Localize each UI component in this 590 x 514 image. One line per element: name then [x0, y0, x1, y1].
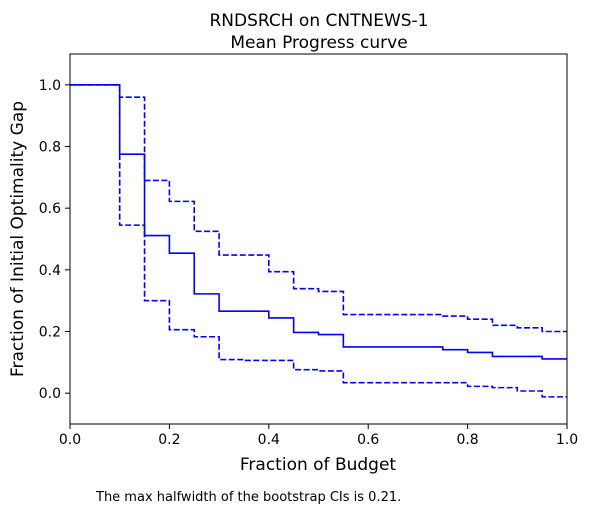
x-tick-label: 0.0 [59, 432, 81, 448]
x-axis-label: Fraction of Budget [240, 455, 397, 475]
series-layer [70, 84, 567, 398]
series-ci-line-2 [70, 84, 567, 398]
y-tick-label: 0.8 [39, 140, 61, 156]
series-mean-line [70, 84, 567, 360]
y-tick-label: 0.6 [39, 201, 61, 217]
x-tick-label: 0.2 [158, 432, 180, 448]
x-tick-label: 0.4 [258, 432, 280, 448]
x-tick-label: 0.8 [456, 432, 478, 448]
chart-subtitle: Mean Progress curve [230, 33, 407, 53]
y-axis-label: Fraction of Initial Optimality Gap [8, 101, 28, 377]
x-tick-label: 0.6 [357, 432, 379, 448]
plot-frame [69, 53, 568, 425]
chart-title: RNDSRCH on CNTNEWS-1 [210, 11, 429, 31]
x-tick-label: 1.0 [556, 432, 578, 448]
ticks-layer: 0.0 0.2 0.4 0.6 0.8 1.0 0.0 0.2 0.4 0.6 0.8 1.0 [39, 78, 578, 448]
y-tick-label: 0.2 [39, 325, 61, 341]
y-tick-label: 0.4 [39, 263, 61, 279]
y-tick-label: 1.0 [39, 78, 61, 94]
series-ci-line-1 [70, 84, 567, 333]
footnote: The max halfwidth of the bootstrap CIs i… [95, 490, 401, 505]
y-tick-label: 0.0 [39, 386, 61, 402]
